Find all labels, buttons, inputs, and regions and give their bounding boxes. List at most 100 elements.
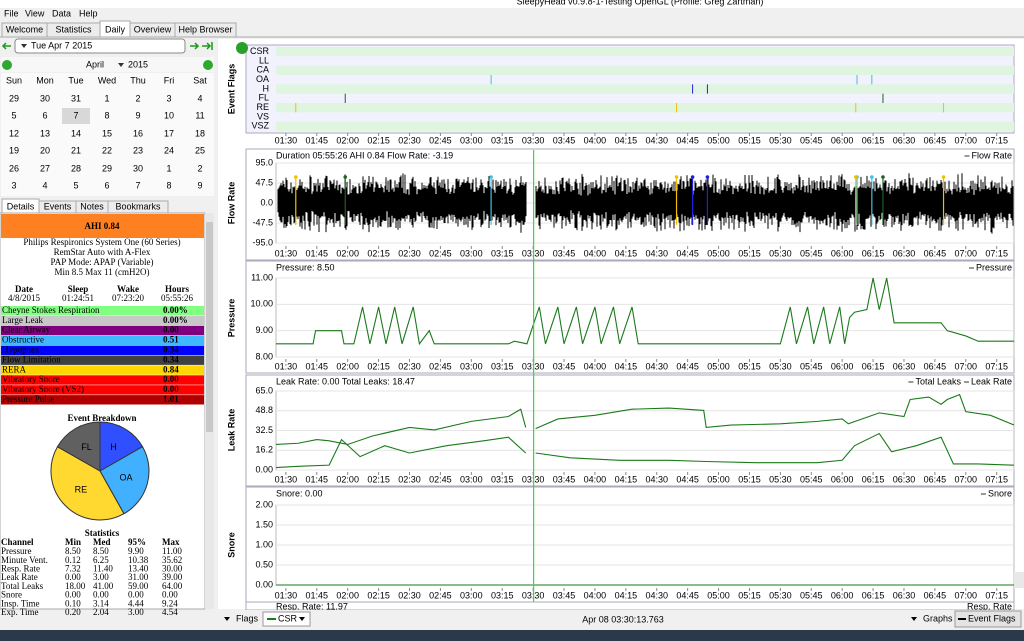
x-tick-label: 04:15 — [615, 135, 638, 145]
calendar-day[interactable]: 22 — [102, 145, 112, 155]
menu-item[interactable]: Data — [52, 8, 71, 18]
calendar-day[interactable]: 23 — [133, 145, 143, 155]
stats-header: Med — [93, 537, 111, 547]
session-header: Wake — [117, 284, 139, 294]
y-tick-label: 1.00 — [255, 539, 273, 549]
calendar-day[interactable]: 3 — [166, 93, 171, 103]
calendar-day[interactable]: 14 — [71, 128, 81, 138]
calendar-day[interactable]: 30 — [133, 163, 143, 173]
y-tick-label: 2.00 — [255, 499, 273, 509]
x-tick-label: 01:30 — [275, 361, 298, 371]
event-flags-button[interactable] — [954, 610, 1022, 628]
menu-item[interactable]: File — [4, 8, 19, 18]
calendar-day[interactable]: 15 — [102, 128, 112, 138]
prev-month[interactable] — [2, 60, 12, 70]
calendar-day[interactable]: 11 — [195, 110, 204, 120]
calendar-day[interactable]: 8 — [104, 110, 109, 120]
ahi: AHI 0.84 — [84, 221, 120, 231]
calendar-day[interactable]: 26 — [9, 163, 19, 173]
flag-row-label: H — [263, 83, 270, 93]
x-tick-label: 06:15 — [862, 474, 885, 484]
menu-item[interactable]: Help — [79, 8, 98, 18]
flag-select-value[interactable]: CSR — [278, 613, 298, 623]
x-tick-label: 06:15 — [862, 248, 885, 258]
year[interactable]: 2015 — [128, 59, 148, 69]
calendar-day[interactable]: 5 — [73, 180, 78, 190]
date-combo[interactable] — [14, 38, 186, 54]
prev-day[interactable] — [1, 42, 11, 50]
index-name: Vibratory Snore (VS2) — [2, 384, 84, 394]
x-tick-label: 05:30 — [769, 361, 792, 371]
calendar-day[interactable]: 3 — [11, 180, 16, 190]
graph-title: Event Flags — [226, 64, 236, 115]
calendar-day[interactable]: 29 — [102, 163, 112, 173]
flag-select-drop — [299, 617, 305, 621]
calendar-day[interactable]: 1 — [166, 163, 171, 173]
x-tick-label: 07:00 — [955, 474, 978, 484]
calendar-day[interactable]: 24 — [164, 145, 174, 155]
side-tab-label[interactable]: Notes — [80, 201, 104, 211]
flag-select[interactable] — [262, 611, 311, 627]
calendar-day[interactable]: 7 — [73, 110, 78, 120]
calendar-day[interactable]: 13 — [40, 128, 50, 138]
calendar-day[interactable]: 18 — [195, 128, 205, 138]
tab-label[interactable]: Welcome — [6, 24, 43, 34]
calendar-day[interactable]: 31 — [71, 93, 81, 103]
calendar-day[interactable]: 4 — [42, 180, 47, 190]
side-tab-label[interactable]: Events — [44, 201, 72, 211]
calendar-day[interactable]: 16 — [133, 128, 143, 138]
stats-cell: 30.00 — [162, 563, 183, 573]
stats-header: Max — [162, 537, 180, 547]
calendar-day[interactable]: 20 — [40, 145, 50, 155]
calendar-day[interactable]: 17 — [164, 128, 174, 138]
menu-item[interactable]: View — [25, 8, 45, 18]
last-day[interactable] — [202, 42, 212, 50]
calendar-day[interactable]: 25 — [195, 145, 205, 155]
scroll-thumb[interactable] — [206, 222, 213, 432]
index-row — [1, 345, 204, 355]
calendar-day[interactable]: 28 — [71, 163, 81, 173]
pin-icon[interactable] — [236, 42, 248, 54]
x-tick-label: 05:15 — [738, 590, 761, 600]
stats-cell: 4.44 — [128, 598, 144, 608]
calendar-day[interactable]: 4 — [197, 93, 202, 103]
calendar-day[interactable]: 30 — [40, 93, 50, 103]
calendar-day[interactable]: 10 — [164, 110, 174, 120]
calendar-day[interactable]: 6 — [42, 110, 47, 120]
flag-row-band — [276, 121, 1014, 131]
calendar-day[interactable]: 9 — [135, 110, 140, 120]
event-flags-label[interactable]: Event Flags — [968, 613, 1016, 623]
calendar-day[interactable]: 29 — [9, 93, 19, 103]
calendar-day[interactable]: 27 — [40, 163, 50, 173]
x-tick-label: 04:15 — [615, 590, 638, 600]
calendar-day[interactable]: 6 — [104, 180, 109, 190]
calendar-day[interactable]: 2 — [135, 93, 140, 103]
flag-row-band — [276, 103, 1014, 113]
next-day[interactable] — [190, 42, 200, 50]
scroll-right[interactable] — [1014, 572, 1024, 588]
x-tick-label: 02:30 — [398, 248, 421, 258]
calendar-day[interactable]: 1 — [104, 93, 109, 103]
next-month[interactable] — [203, 60, 213, 70]
date-value[interactable]: Tue Apr 7 2015 — [31, 40, 92, 50]
graphs-button[interactable]: Graphs — [923, 613, 953, 623]
tab-label[interactable]: Daily — [105, 24, 126, 34]
x-tick-label: 02:45 — [429, 474, 452, 484]
calendar-day[interactable]: 12 — [9, 128, 19, 138]
y-tick-label: 0.0 — [260, 197, 273, 207]
calendar-day[interactable]: 7 — [135, 180, 140, 190]
calendar-day[interactable]: 9 — [197, 180, 202, 190]
side-tab-label[interactable]: Bookmarks — [115, 201, 161, 211]
graph-header: Leak Rate: 0.00 Total Leaks: 18.47 — [276, 376, 415, 386]
flags-button[interactable]: Flags — [236, 613, 259, 623]
tab-label[interactable]: Statistics — [55, 24, 92, 34]
side-tab-label[interactable]: Details — [7, 201, 35, 211]
tab-label[interactable]: Help Browser — [178, 24, 232, 34]
calendar-day[interactable]: 2 — [197, 163, 202, 173]
calendar-day[interactable]: 8 — [166, 180, 171, 190]
calendar-day[interactable]: 5 — [11, 110, 16, 120]
month[interactable]: April — [86, 59, 104, 69]
tab-label[interactable]: Overview — [134, 24, 172, 34]
calendar-day[interactable]: 21 — [71, 145, 81, 155]
calendar-day[interactable]: 19 — [9, 145, 19, 155]
